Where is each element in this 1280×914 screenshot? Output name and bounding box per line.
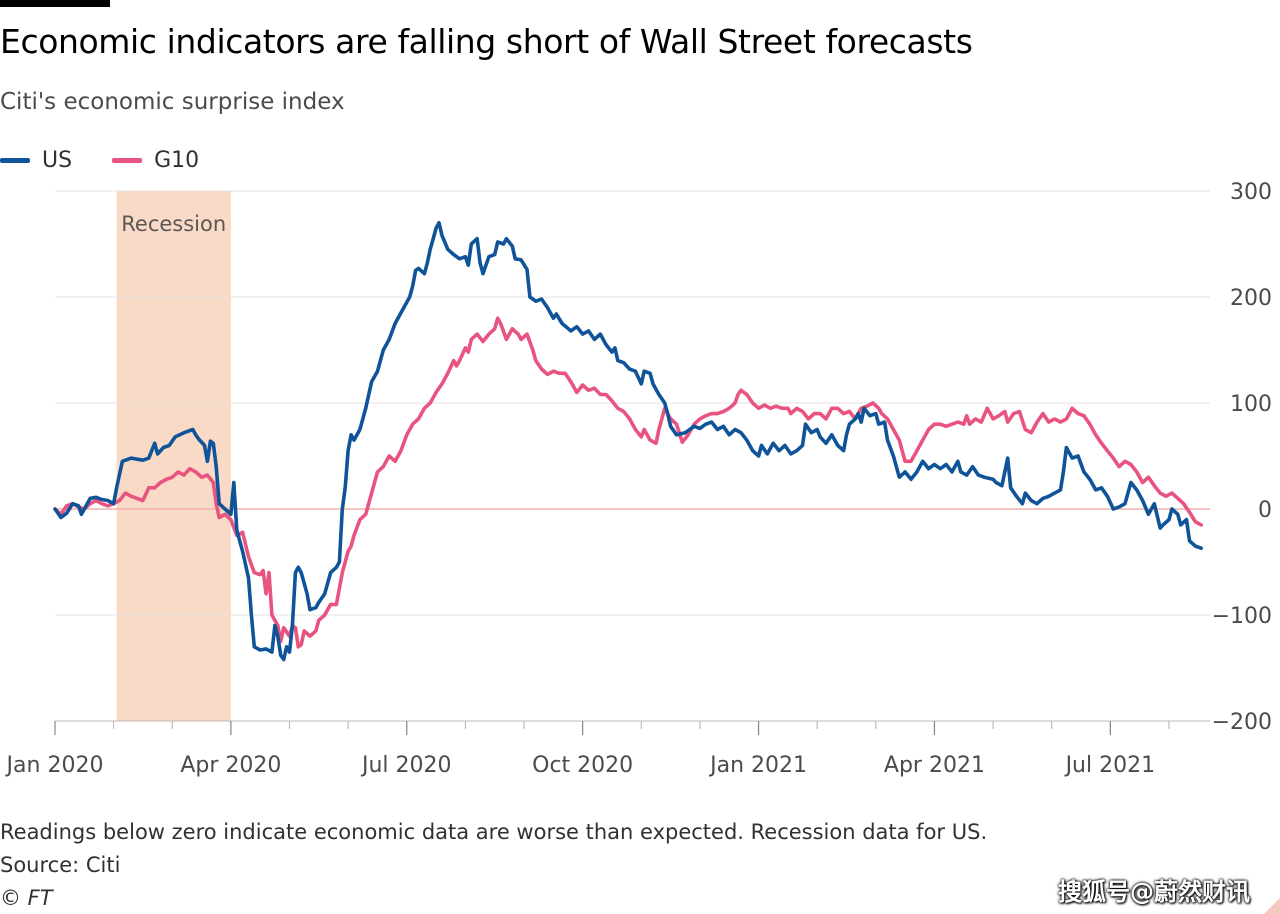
watermark: 搜狐号@蔚然财讯 [1058,878,1250,906]
legend: US G10 [0,146,239,174]
chart-title: Economic indicators are falling short of… [0,22,973,61]
copyright-note: © FT [0,886,53,910]
chart-subtitle: Citi's economic surprise index [0,89,345,115]
legend-swatch-g10 [112,157,143,163]
brand-bar [0,0,110,7]
legend-label-us: US [42,147,73,173]
x-tick-label: Jul 2020 [360,753,452,778]
x-tick-label: Jul 2021 [1064,753,1156,778]
line-chart: Recession 300 200 100 0 −100 −200 Jan 2020 Apr 2… [5,180,1272,778]
legend-swatch-us [0,157,30,163]
series-line-us [53,221,1203,662]
source-note: Source: Citi [0,853,121,877]
x-tick-label: Jan 2020 [5,753,104,778]
y-tick-label: 0 [1258,498,1272,523]
legend-item-g10: G10 [112,148,199,173]
recession-label: Recession [121,212,226,236]
y-tick-label: 100 [1230,392,1272,417]
legend-item-us: US [0,148,72,173]
y-tick-label: 200 [1230,286,1272,311]
x-tick-label: Jan 2021 [708,753,807,778]
recession-band [116,191,231,721]
x-tick-label: Apr 2021 [884,753,985,778]
corner-mark [1264,898,1280,914]
x-tick-label: Oct 2020 [532,753,633,778]
y-tick-label: −100 [1212,604,1272,629]
footnote: Readings below zero indicate economic da… [0,820,988,844]
y-tick-label: −200 [1212,710,1272,735]
y-tick-label: 300 [1230,180,1272,205]
legend-label-g10: G10 [154,147,200,173]
series-line-g10 [53,316,1203,649]
x-tick-label: Apr 2020 [180,753,281,778]
